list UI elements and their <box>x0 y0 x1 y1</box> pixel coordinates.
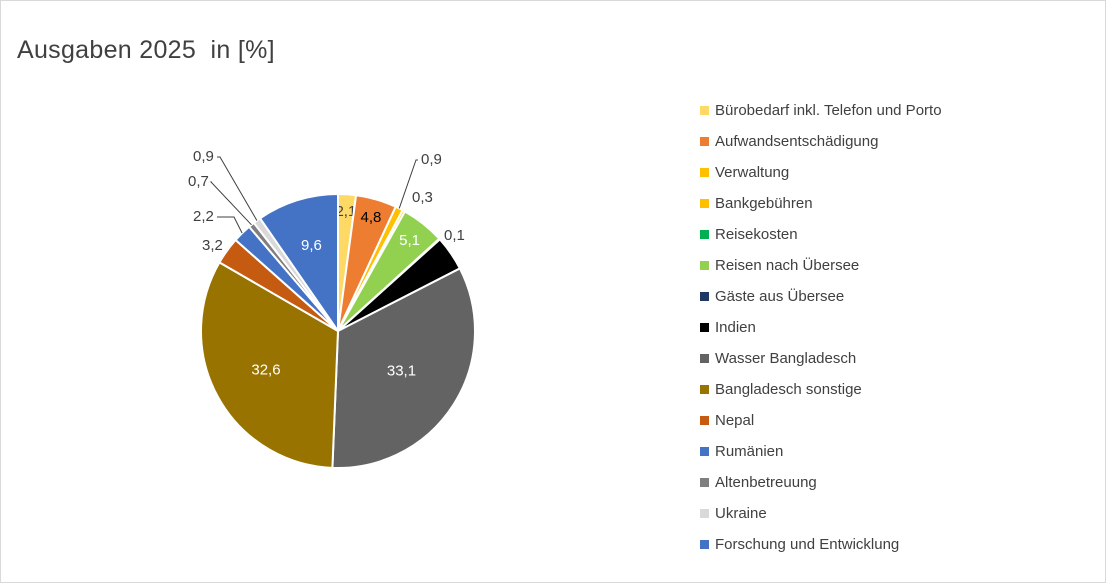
legend-label: Ukraine <box>715 505 767 522</box>
legend-swatch <box>700 416 709 425</box>
chart-title: Ausgaben 2025 in [%] <box>17 36 275 64</box>
legend-item: Reisekosten <box>700 219 942 250</box>
legend-item: Bangladesch sonstige <box>700 374 942 405</box>
legend-swatch <box>700 168 709 177</box>
legend-swatch <box>700 323 709 332</box>
pie-data-label: 0,1 <box>444 227 465 244</box>
legend-item: Reisen nach Übersee <box>700 250 942 281</box>
pie-data-label: 9,6 <box>301 237 322 254</box>
pie-data-label: 32,6 <box>251 362 280 379</box>
legend-swatch <box>700 478 709 487</box>
pie-data-label: 0,3 <box>412 189 433 206</box>
legend-item: Bürobedarf inkl. Telefon und Porto <box>700 95 942 126</box>
legend-item: Nepal <box>700 405 942 436</box>
legend-item: Ukraine <box>700 498 942 529</box>
pie-data-label: 0,7 <box>188 173 209 190</box>
legend-item: Wasser Bangladesch <box>700 343 942 374</box>
chart-legend: Bürobedarf inkl. Telefon und Porto Aufwan… <box>700 95 942 560</box>
legend-item: Forschung und Entwicklung <box>700 529 942 560</box>
legend-swatch <box>700 540 709 549</box>
pie-slice <box>200 261 339 469</box>
legend-label: Altenbetreuung <box>715 474 817 491</box>
legend-label: Bürobedarf inkl. Telefon und Porto <box>715 102 942 119</box>
legend-item: Altenbetreuung <box>700 467 942 498</box>
legend-item: Aufwandsentschädigung <box>700 126 942 157</box>
leader-line <box>217 216 243 234</box>
legend-label: Reisen nach Übersee <box>715 257 860 274</box>
leader-line <box>398 159 418 209</box>
legend-label: Rumänien <box>715 443 784 460</box>
legend-item: Gäste aus Übersee <box>700 281 942 312</box>
legend-swatch <box>700 292 709 301</box>
legend-label: Reisekosten <box>715 226 798 243</box>
legend-label: Forschung und Entwicklung <box>715 536 900 553</box>
legend-label: Indien <box>715 319 756 336</box>
legend-swatch <box>700 137 709 146</box>
legend-swatch <box>700 385 709 394</box>
legend-item: Verwaltung <box>700 157 942 188</box>
leader-line <box>209 181 252 226</box>
legend-swatch <box>700 509 709 518</box>
pie-data-label: 2,1 <box>335 203 356 220</box>
legend-label: Gäste aus Übersee <box>715 288 845 305</box>
legend-swatch <box>700 230 709 239</box>
legend-swatch <box>700 106 709 115</box>
legend-item: Bankgebühren <box>700 188 942 219</box>
pie-data-label: 33,1 <box>387 363 416 380</box>
legend-item: Indien <box>700 312 942 343</box>
legend-swatch <box>700 447 709 456</box>
pie-data-label: 3,2 <box>202 237 223 254</box>
legend-label: Verwaltung <box>715 164 790 181</box>
legend-label: Aufwandsentschädigung <box>715 133 879 150</box>
legend-label: Bankgebühren <box>715 195 813 212</box>
pie-data-label: 0,9 <box>193 148 214 165</box>
legend-label: Wasser Bangladesch <box>715 350 857 367</box>
pie-data-label: 5,1 <box>399 232 420 249</box>
pie-data-label: 0,9 <box>421 151 442 168</box>
legend-label: Nepal <box>715 412 755 429</box>
legend-swatch <box>700 199 709 208</box>
pie-data-label: 4,8 <box>361 209 382 226</box>
pie-slice <box>331 267 476 469</box>
legend-swatch <box>700 354 709 363</box>
leader-line <box>217 156 258 221</box>
legend-item: Rumänien <box>700 436 942 467</box>
pie-data-label: 2,2 <box>193 208 214 225</box>
pie-slice <box>259 193 339 332</box>
legend-label: Bangladesch sonstige <box>715 381 862 398</box>
legend-swatch <box>700 261 709 270</box>
